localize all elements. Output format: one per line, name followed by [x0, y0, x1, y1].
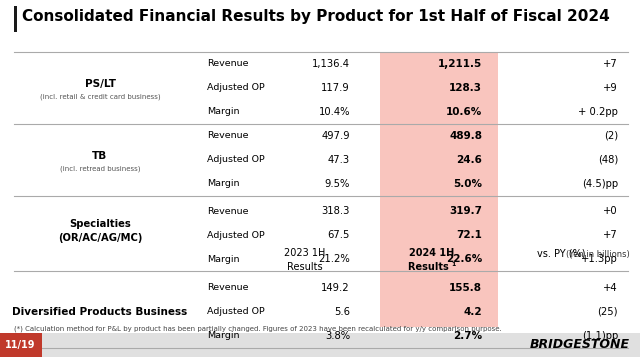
Bar — [380, 52, 498, 327]
Text: Diversified Products Business: Diversified Products Business — [12, 307, 188, 317]
Text: +4: +4 — [604, 283, 618, 293]
Text: 67.5: 67.5 — [328, 230, 350, 240]
Text: 22.6%: 22.6% — [445, 254, 482, 264]
Text: (incl. retail & credit card business): (incl. retail & credit card business) — [40, 94, 160, 100]
Text: (4.5)pp: (4.5)pp — [582, 179, 618, 189]
Text: 319.7: 319.7 — [449, 206, 482, 216]
Text: vs. PY (%): vs. PY (%) — [537, 248, 585, 258]
Text: (1.1)pp: (1.1)pp — [582, 331, 618, 341]
Text: +9: +9 — [604, 83, 618, 93]
Text: +0: +0 — [604, 206, 618, 216]
Text: Margin: Margin — [207, 180, 239, 188]
Text: 149.2: 149.2 — [321, 283, 350, 293]
Text: Revenue: Revenue — [207, 131, 248, 141]
Text: 21.2%: 21.2% — [318, 254, 350, 264]
Text: 10.6%: 10.6% — [445, 107, 482, 117]
Text: Specialties
(OR/AC/AG/MC): Specialties (OR/AC/AG/MC) — [58, 220, 142, 243]
Text: Margin: Margin — [207, 255, 239, 263]
Text: 1,211.5: 1,211.5 — [438, 59, 482, 69]
Bar — [0, 333, 640, 357]
Text: Adjusted OP: Adjusted OP — [207, 307, 265, 317]
Text: Revenue: Revenue — [207, 206, 248, 216]
Text: (2): (2) — [604, 131, 618, 141]
Text: 24.6: 24.6 — [456, 155, 482, 165]
Text: TB: TB — [92, 151, 108, 161]
Text: + 0.2pp: + 0.2pp — [578, 107, 618, 117]
Text: Margin: Margin — [207, 107, 239, 116]
Text: 2.7%: 2.7% — [453, 331, 482, 341]
Text: 1,136.4: 1,136.4 — [312, 59, 350, 69]
Text: 2023 1H
Results: 2023 1H Results — [284, 248, 326, 272]
Text: 155.8: 155.8 — [449, 283, 482, 293]
Text: 3.8%: 3.8% — [325, 331, 350, 341]
Text: 117.9: 117.9 — [321, 83, 350, 93]
Text: (Yen in billions): (Yen in billions) — [566, 250, 630, 259]
Text: 5.0%: 5.0% — [453, 179, 482, 189]
Text: 72.1: 72.1 — [456, 230, 482, 240]
Bar — [0, 333, 42, 357]
Text: Adjusted OP: Adjusted OP — [207, 231, 265, 240]
Text: 2024 1H
Results ¹: 2024 1H Results ¹ — [408, 248, 456, 272]
Text: (48): (48) — [598, 155, 618, 165]
Text: Consolidated Financial Results by Product for 1st Half of Fiscal 2024: Consolidated Financial Results by Produc… — [22, 9, 610, 24]
Text: 318.3: 318.3 — [322, 206, 350, 216]
Text: 497.9: 497.9 — [321, 131, 350, 141]
Bar — [14, 6, 17, 32]
Text: 47.3: 47.3 — [328, 155, 350, 165]
Text: 128.3: 128.3 — [449, 83, 482, 93]
Text: Revenue: Revenue — [207, 60, 248, 69]
Text: 5.6: 5.6 — [334, 307, 350, 317]
Text: +1.3pp: +1.3pp — [581, 254, 618, 264]
Text: 489.8: 489.8 — [449, 131, 482, 141]
Text: 9.5%: 9.5% — [324, 179, 350, 189]
Text: +7: +7 — [604, 230, 618, 240]
Text: (25): (25) — [598, 307, 618, 317]
Text: +7: +7 — [604, 59, 618, 69]
Text: PS/LT: PS/LT — [84, 79, 115, 89]
Text: 11/19: 11/19 — [5, 340, 35, 350]
Text: BRIDGESTONE: BRIDGESTONE — [530, 338, 630, 352]
Text: Margin: Margin — [207, 332, 239, 341]
Text: (*) Calculation method for P&L by product has been partially changed. Figures of: (*) Calculation method for P&L by produc… — [14, 325, 502, 332]
Text: 4.2: 4.2 — [463, 307, 482, 317]
Text: 10.4%: 10.4% — [319, 107, 350, 117]
Text: (incl. retread business): (incl. retread business) — [60, 166, 140, 172]
Text: Adjusted OP: Adjusted OP — [207, 84, 265, 92]
Text: Revenue: Revenue — [207, 283, 248, 292]
Text: Adjusted OP: Adjusted OP — [207, 156, 265, 165]
